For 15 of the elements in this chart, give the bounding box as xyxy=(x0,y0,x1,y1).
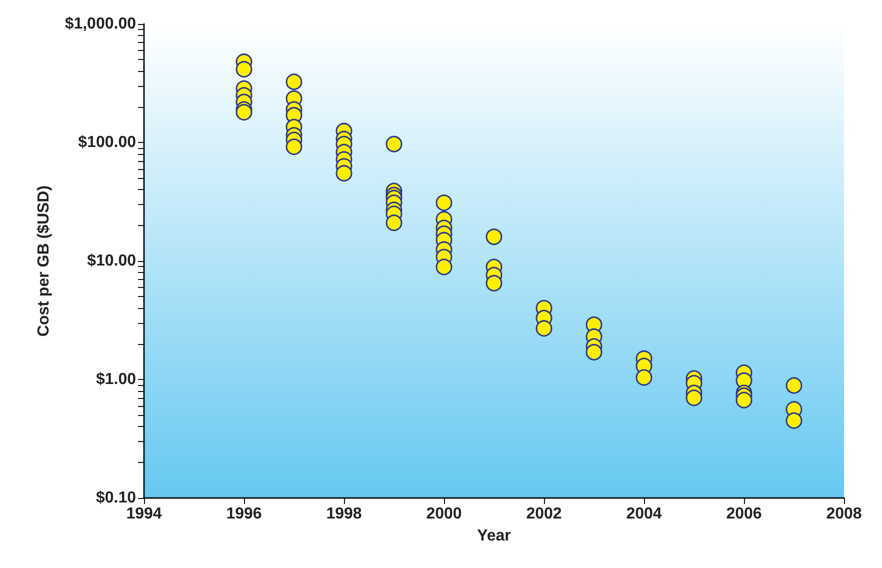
y-tick-label: $10.00 xyxy=(87,252,136,270)
x-tick-label: 1998 xyxy=(326,506,362,522)
y-tick-label: $1.00 xyxy=(96,371,136,388)
x-tick-label: 2008 xyxy=(826,506,862,522)
y-tick-label: $100.00 xyxy=(78,134,136,151)
x-axis-title: Year xyxy=(477,528,511,544)
y-tick-label: $0.10 xyxy=(96,490,136,506)
x-tick-label: 2004 xyxy=(626,506,662,522)
x-tick-label: 1996 xyxy=(226,506,262,522)
x-tick-label: 2006 xyxy=(726,506,762,522)
y-tick-label: $1,000.00 xyxy=(64,16,136,32)
x-tick-label: 2000 xyxy=(426,506,462,522)
y-axis-title: Cost per GB ($USD) xyxy=(36,185,52,337)
x-tick-label: 1994 xyxy=(126,506,162,522)
x-tick-label: 2002 xyxy=(526,506,562,522)
